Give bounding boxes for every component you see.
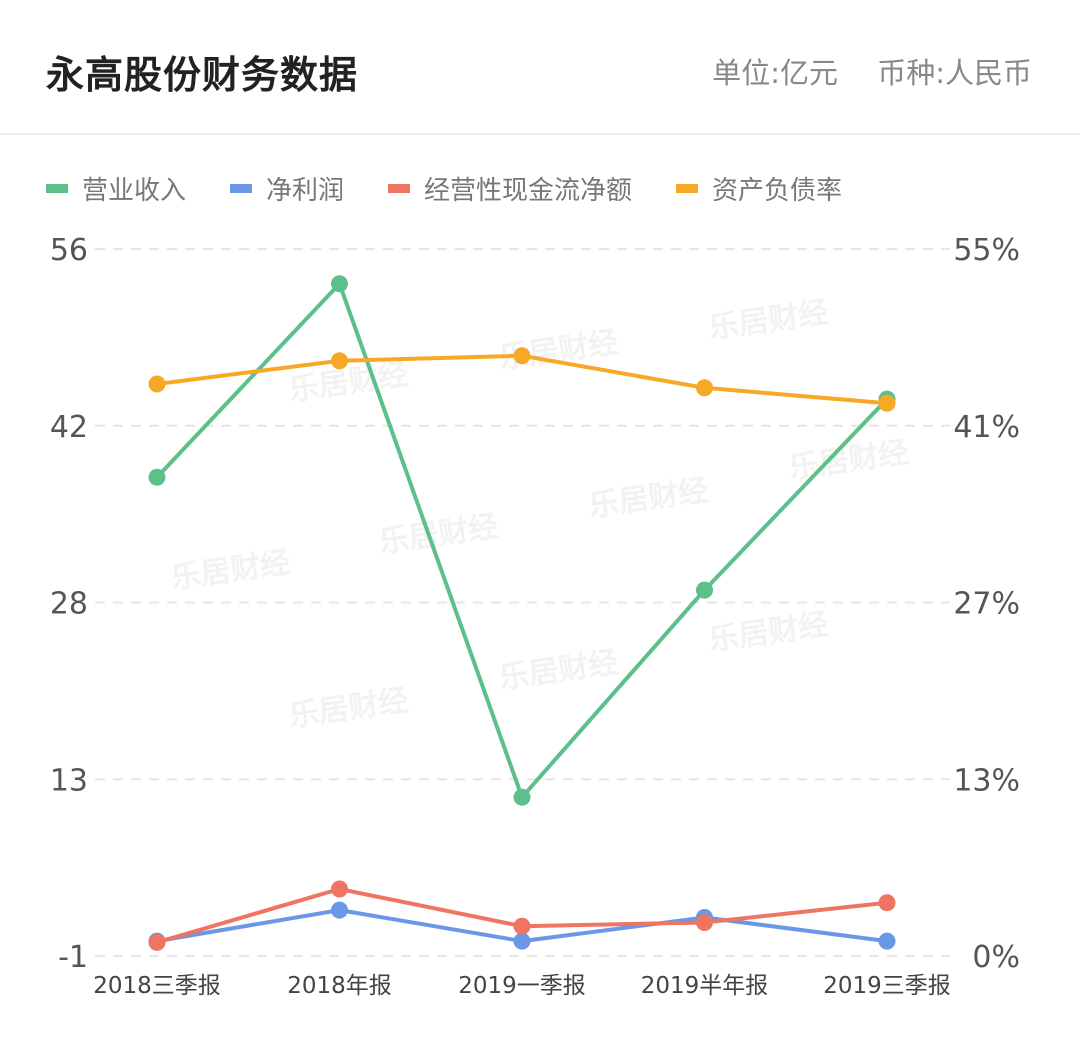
left-axis-tick: 13 xyxy=(50,763,88,798)
data-point[interactable] xyxy=(331,352,348,370)
data-point[interactable] xyxy=(878,932,896,950)
x-axis-tick: 2019半年报 xyxy=(641,973,769,999)
series-2 xyxy=(148,880,896,951)
data-point[interactable] xyxy=(148,468,166,486)
right-axis-ticks: 55% 41% 27% 13% 0% xyxy=(953,233,1020,975)
header-divider xyxy=(0,133,1080,135)
series-3 xyxy=(148,347,896,412)
data-point[interactable] xyxy=(696,379,713,397)
data-point[interactable] xyxy=(148,375,166,393)
data-point[interactable] xyxy=(513,917,531,935)
data-point[interactable] xyxy=(878,894,896,912)
x-axis-ticks: 2018三季报 2018年报 2019一季报 2019半年报 2019三季报 xyxy=(93,973,951,999)
watermark-text: 乐居财经 xyxy=(377,509,501,560)
left-axis-tick: 56 xyxy=(50,233,88,268)
x-axis-tick: 2019一季报 xyxy=(458,973,586,999)
data-point[interactable] xyxy=(696,914,713,931)
left-axis-ticks: 56 42 28 13 -1 xyxy=(50,233,88,975)
legend-swatch xyxy=(388,183,411,193)
data-point[interactable] xyxy=(331,275,348,293)
series-layer xyxy=(148,275,896,951)
watermark-text: 乐居财经 xyxy=(587,473,711,524)
watermark-text: 乐居财经 xyxy=(707,607,831,658)
watermark-text: 乐居财经 xyxy=(497,645,621,696)
watermark-text: 乐居财经 xyxy=(287,683,411,734)
unit-label: 单位:亿元 xyxy=(712,56,838,90)
x-axis-tick: 2018三季报 xyxy=(93,973,221,999)
chart-legend: 营业收入 净利润 经营性现金流净额 资产负债率 xyxy=(46,168,886,208)
legend-item[interactable]: 净利润 xyxy=(230,170,344,207)
unit-info: 单位:亿元 币种:人民币 xyxy=(712,50,1032,92)
data-point[interactable] xyxy=(331,901,348,919)
right-axis-tick: 0% xyxy=(972,940,1020,975)
legend-label: 资产负债率 xyxy=(712,175,843,206)
data-point[interactable] xyxy=(878,394,896,412)
data-point[interactable] xyxy=(696,581,713,599)
legend-swatch xyxy=(676,183,699,193)
right-axis-tick: 13% xyxy=(953,763,1020,798)
left-axis-tick: 42 xyxy=(50,410,88,445)
legend-swatch xyxy=(46,183,68,193)
left-axis-tick: -1 xyxy=(58,940,88,975)
right-axis-tick: 27% xyxy=(953,587,1020,622)
legend-label: 净利润 xyxy=(266,175,345,206)
left-axis-tick: 28 xyxy=(50,587,88,622)
x-axis-tick: 2018年报 xyxy=(287,973,392,999)
chart-title: 永高股份财务数据 xyxy=(46,53,359,97)
data-point[interactable] xyxy=(331,880,348,898)
watermark-text: 乐居财经 xyxy=(787,435,911,486)
legend-label: 经营性现金流净额 xyxy=(424,175,633,206)
data-point[interactable] xyxy=(148,933,166,951)
legend-label: 营业收入 xyxy=(82,175,187,206)
legend-item[interactable]: 资产负债率 xyxy=(676,170,842,207)
x-axis-tick: 2019三季报 xyxy=(823,973,951,999)
legend-swatch xyxy=(230,183,253,193)
header: 永高股份财务数据 单位:亿元 币种:人民币 xyxy=(0,0,1080,134)
data-point[interactable] xyxy=(513,788,531,806)
watermark-text: 乐居财经 xyxy=(707,295,831,346)
right-axis-tick: 55% xyxy=(953,233,1020,268)
currency-label: 币种:人民币 xyxy=(877,56,1032,90)
data-point[interactable] xyxy=(513,932,531,950)
watermark-text: 乐居财经 xyxy=(169,545,293,596)
legend-item[interactable]: 营业收入 xyxy=(46,170,186,207)
right-axis-tick: 41% xyxy=(953,410,1020,445)
data-point[interactable] xyxy=(513,347,531,365)
legend-item[interactable]: 经营性现金流净额 xyxy=(388,170,632,207)
